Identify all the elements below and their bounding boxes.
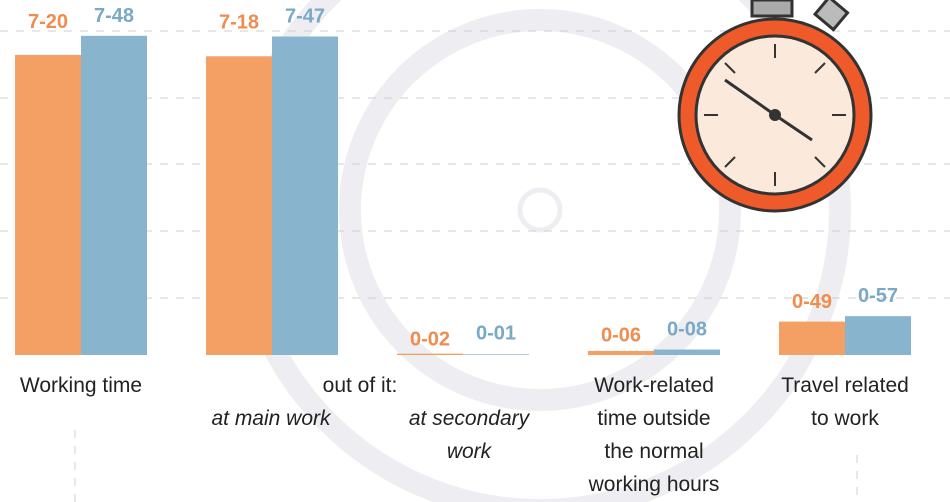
value-label: 0-49 xyxy=(792,291,832,313)
bar xyxy=(654,349,720,355)
value-label: 7-48 xyxy=(94,5,134,27)
category-label: at main work xyxy=(211,407,331,430)
stopwatch xyxy=(677,0,873,213)
value-label: 7-18 xyxy=(219,12,259,34)
value-label: 0-06 xyxy=(601,325,641,347)
bar xyxy=(463,354,529,355)
category-label: Working time xyxy=(19,374,143,397)
value-label: 7-20 xyxy=(28,11,68,33)
bar xyxy=(15,54,81,356)
category-label: Work-related time outside the normal wor… xyxy=(588,374,720,496)
bar xyxy=(272,36,338,355)
bar xyxy=(397,353,463,355)
bar xyxy=(588,350,654,355)
category-label: Travel related to work xyxy=(781,374,909,430)
category-label: at secondary work xyxy=(408,407,530,463)
value-label: 0-08 xyxy=(667,319,707,341)
value-label: 0-02 xyxy=(410,329,450,351)
bar xyxy=(845,316,911,355)
bar xyxy=(81,35,147,355)
bar xyxy=(779,321,845,355)
annotation: out of it: xyxy=(322,374,398,397)
bar xyxy=(206,56,272,356)
value-label: 7-47 xyxy=(285,6,325,28)
value-label: 0-57 xyxy=(858,285,898,307)
value-label: 0-01 xyxy=(476,323,516,345)
